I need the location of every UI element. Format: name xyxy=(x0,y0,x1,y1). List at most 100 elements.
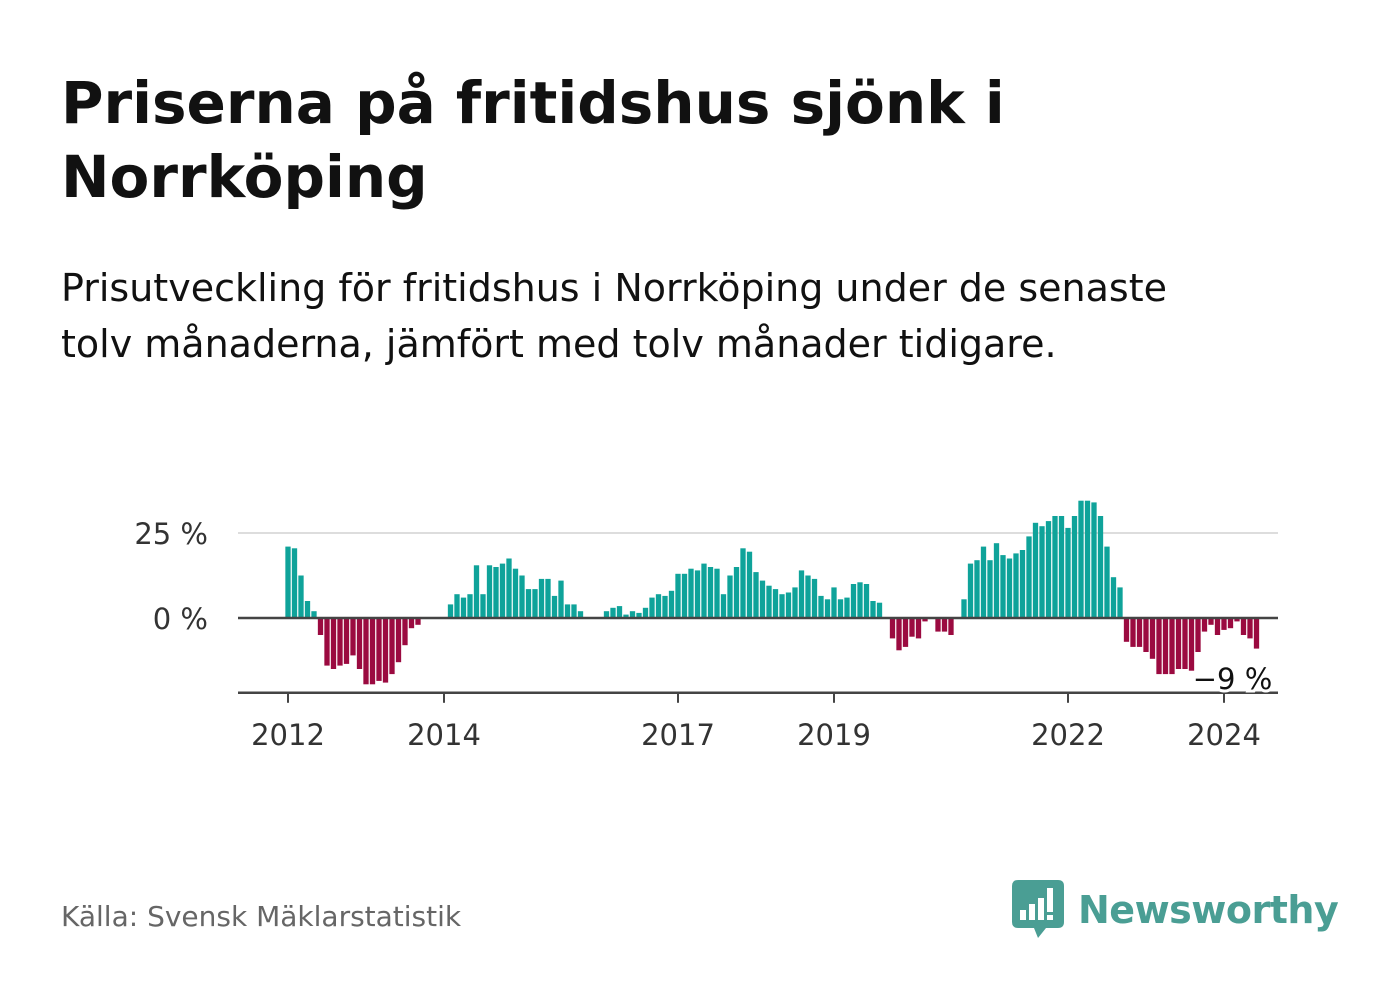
bar xyxy=(460,597,467,618)
bar xyxy=(792,587,798,618)
bar xyxy=(1162,618,1169,675)
bar xyxy=(571,604,577,618)
bar xyxy=(681,573,688,618)
bar xyxy=(610,607,616,618)
bar xyxy=(1084,500,1091,618)
bar xyxy=(941,618,948,632)
bar xyxy=(285,546,291,618)
bar xyxy=(961,599,967,618)
bar xyxy=(1091,502,1097,618)
bar xyxy=(1240,618,1247,635)
bar xyxy=(675,573,681,618)
bar xyxy=(1214,618,1221,635)
y-tick-label: 0 % xyxy=(153,602,208,636)
bar xyxy=(837,599,844,618)
bar xyxy=(1117,587,1123,618)
bar xyxy=(304,601,311,618)
bar xyxy=(714,568,720,618)
bar xyxy=(1065,527,1071,618)
bar xyxy=(1019,550,1026,618)
bar xyxy=(1097,516,1104,618)
bar xyxy=(1110,577,1117,618)
latest-value-label: −9 % xyxy=(1193,662,1273,696)
bar xyxy=(785,592,792,618)
bar xyxy=(987,560,993,618)
bar xyxy=(766,585,772,618)
chart-subtitle: Prisutveckling för fritidshus i Norrköpi… xyxy=(61,266,1168,366)
bar xyxy=(356,618,363,669)
bar xyxy=(753,572,759,618)
bar xyxy=(324,618,330,666)
bar xyxy=(337,618,343,666)
bar xyxy=(980,546,987,618)
bar xyxy=(317,618,324,635)
bar xyxy=(1130,618,1136,647)
bar xyxy=(486,565,493,618)
bar xyxy=(311,611,317,618)
bar xyxy=(395,618,402,663)
brand-name: Newsworthy xyxy=(1078,888,1339,932)
bar xyxy=(896,618,902,651)
bar xyxy=(1195,618,1201,652)
bar xyxy=(1234,618,1240,622)
bar xyxy=(493,567,499,618)
bar xyxy=(902,618,909,647)
bar xyxy=(967,563,974,618)
bar xyxy=(1149,618,1156,659)
bar xyxy=(343,618,350,664)
bar xyxy=(993,543,1000,618)
bar xyxy=(1136,618,1143,647)
bar xyxy=(863,584,870,618)
bar xyxy=(629,611,636,618)
x-tick-label: 2019 xyxy=(797,718,871,752)
bar xyxy=(688,568,694,618)
bar xyxy=(948,618,954,635)
bar xyxy=(935,618,941,632)
bar xyxy=(330,618,337,669)
bar xyxy=(1201,618,1208,632)
bar xyxy=(1156,618,1162,675)
x-tick-label: 2017 xyxy=(641,718,715,752)
brand-logo[interactable]: Newsworthy xyxy=(1012,880,1339,940)
bar xyxy=(532,589,538,618)
bar xyxy=(512,568,519,618)
bar xyxy=(1188,618,1195,671)
bar xyxy=(974,560,980,618)
bar xyxy=(467,594,473,618)
bar xyxy=(844,597,850,618)
bar xyxy=(779,594,785,618)
bar xyxy=(909,618,915,637)
bar xyxy=(291,548,298,618)
bar xyxy=(1058,516,1065,618)
bar xyxy=(363,618,369,685)
bar xyxy=(1182,618,1188,669)
bar xyxy=(642,607,649,618)
x-tick-label: 2022 xyxy=(1031,718,1105,752)
bar xyxy=(1175,618,1182,669)
bar xyxy=(798,570,805,618)
bar xyxy=(740,548,746,618)
bar xyxy=(558,580,564,618)
bar xyxy=(720,594,727,618)
bar xyxy=(1227,618,1234,629)
bar xyxy=(389,618,395,675)
bar xyxy=(1026,536,1032,618)
bar xyxy=(636,612,642,618)
bar xyxy=(1000,555,1006,618)
bar xyxy=(727,575,733,618)
bar xyxy=(662,595,668,618)
bar xyxy=(577,611,584,618)
x-tick-label: 2012 xyxy=(251,718,325,752)
bar xyxy=(382,618,389,683)
bar xyxy=(746,551,753,618)
bar xyxy=(1247,618,1253,639)
bar xyxy=(447,604,454,618)
bar xyxy=(506,558,512,618)
bar xyxy=(818,595,824,618)
bar xyxy=(473,565,480,618)
bar xyxy=(1123,618,1130,642)
bar xyxy=(623,614,629,618)
bar xyxy=(1078,500,1084,618)
bar xyxy=(298,575,304,618)
